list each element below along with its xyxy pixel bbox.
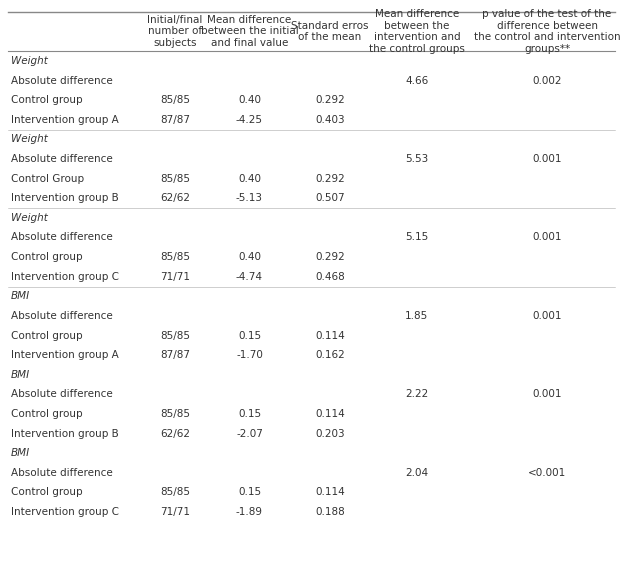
Text: 0.40: 0.40 — [238, 95, 261, 105]
Text: 0.203: 0.203 — [315, 429, 345, 439]
Text: <0.001: <0.001 — [528, 468, 566, 478]
Text: 85/85: 85/85 — [160, 174, 190, 183]
Text: 71/71: 71/71 — [160, 507, 190, 517]
Text: Intervention group C: Intervention group C — [11, 507, 118, 517]
Text: 85/85: 85/85 — [160, 488, 190, 498]
Text: 0.001: 0.001 — [533, 154, 562, 164]
Text: 87/87: 87/87 — [160, 350, 190, 360]
Text: BMI: BMI — [11, 291, 30, 301]
Text: Absolute difference: Absolute difference — [11, 468, 113, 478]
Text: BMI: BMI — [11, 448, 30, 458]
Text: Weight: Weight — [11, 56, 48, 66]
Text: Intervention group B: Intervention group B — [11, 429, 118, 439]
Text: Absolute difference: Absolute difference — [11, 154, 113, 164]
Text: Absolute difference: Absolute difference — [11, 232, 113, 242]
Text: 0.114: 0.114 — [315, 330, 345, 341]
Text: 87/87: 87/87 — [160, 115, 190, 125]
Text: 0.292: 0.292 — [315, 95, 345, 105]
Text: Absolute difference: Absolute difference — [11, 389, 113, 399]
Text: 85/85: 85/85 — [160, 95, 190, 105]
Text: Mean difference
between the initial
and final value: Mean difference between the initial and … — [201, 15, 298, 48]
Text: Intervention group A: Intervention group A — [11, 115, 118, 125]
Text: Intervention group C: Intervention group C — [11, 272, 118, 282]
Text: 62/62: 62/62 — [160, 429, 190, 439]
Text: Control Group: Control Group — [11, 174, 84, 183]
Text: 1.85: 1.85 — [405, 311, 429, 321]
Text: p value of the test of the
difference between
the control and intervention
group: p value of the test of the difference be… — [474, 9, 620, 54]
Text: Control group: Control group — [11, 95, 82, 105]
Text: Intervention group B: Intervention group B — [11, 194, 118, 203]
Text: 0.114: 0.114 — [315, 409, 345, 419]
Text: Initial/final
number of
subjects: Initial/final number of subjects — [147, 15, 203, 48]
Text: 0.292: 0.292 — [315, 174, 345, 183]
Text: 85/85: 85/85 — [160, 409, 190, 419]
Text: 0.002: 0.002 — [533, 76, 562, 86]
Text: 0.507: 0.507 — [315, 194, 345, 203]
Text: -2.07: -2.07 — [236, 429, 263, 439]
Text: Weight: Weight — [11, 213, 48, 223]
Text: 0.162: 0.162 — [315, 350, 345, 360]
Text: Absolute difference: Absolute difference — [11, 311, 113, 321]
Text: 2.22: 2.22 — [405, 389, 429, 399]
Text: 0.40: 0.40 — [238, 174, 261, 183]
Text: 0.292: 0.292 — [315, 252, 345, 262]
Text: 62/62: 62/62 — [160, 194, 190, 203]
Text: 0.15: 0.15 — [238, 330, 261, 341]
Text: 85/85: 85/85 — [160, 252, 190, 262]
Text: Control group: Control group — [11, 488, 82, 498]
Text: 71/71: 71/71 — [160, 272, 190, 282]
Text: 5.15: 5.15 — [405, 232, 429, 242]
Text: -4.74: -4.74 — [236, 272, 263, 282]
Text: 0.15: 0.15 — [238, 409, 261, 419]
Text: 5.53: 5.53 — [405, 154, 429, 164]
Text: Control group: Control group — [11, 252, 82, 262]
Text: 2.04: 2.04 — [405, 468, 429, 478]
Text: 85/85: 85/85 — [160, 330, 190, 341]
Text: 0.114: 0.114 — [315, 488, 345, 498]
Text: Absolute difference: Absolute difference — [11, 76, 113, 86]
Text: 0.001: 0.001 — [533, 232, 562, 242]
Text: 0.40: 0.40 — [238, 252, 261, 262]
Text: -5.13: -5.13 — [236, 194, 263, 203]
Text: Standard erros
of the mean: Standard erros of the mean — [291, 21, 369, 42]
Text: 4.66: 4.66 — [405, 76, 429, 86]
Text: Control group: Control group — [11, 330, 82, 341]
Text: 0.468: 0.468 — [315, 272, 345, 282]
Text: Intervention group A: Intervention group A — [11, 350, 118, 360]
Text: -4.25: -4.25 — [236, 115, 263, 125]
Text: 0.403: 0.403 — [315, 115, 345, 125]
Text: Control group: Control group — [11, 409, 82, 419]
Text: 0.15: 0.15 — [238, 488, 261, 498]
Text: Mean difference
between the
intervention and
the control groups: Mean difference between the intervention… — [369, 9, 465, 54]
Text: -1.70: -1.70 — [236, 350, 263, 360]
Text: Weight: Weight — [11, 135, 48, 145]
Text: -1.89: -1.89 — [236, 507, 263, 517]
Text: BMI: BMI — [11, 370, 30, 380]
Text: 0.188: 0.188 — [315, 507, 345, 517]
Text: 0.001: 0.001 — [533, 389, 562, 399]
Text: 0.001: 0.001 — [533, 311, 562, 321]
